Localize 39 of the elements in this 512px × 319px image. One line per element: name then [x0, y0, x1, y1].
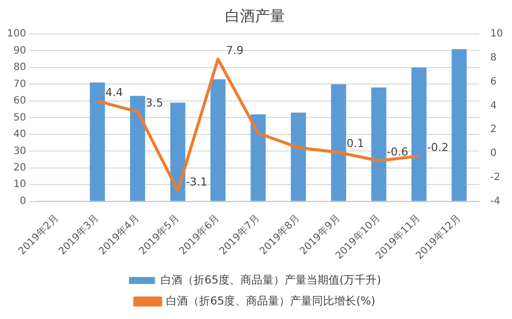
- data-label: 4.4: [105, 86, 123, 99]
- y-tick-label: 80: [13, 62, 26, 74]
- bar: [371, 88, 386, 201]
- y-tick-label: 60: [13, 96, 26, 107]
- data-label: 0.1: [346, 137, 364, 150]
- legend-label: 白酒（折65度、商品量）产量同比增长(%): [166, 294, 376, 308]
- data-label: -3.1: [186, 175, 208, 188]
- bar: [90, 82, 105, 201]
- y-tick-label: 0: [20, 196, 26, 207]
- bar: [250, 114, 266, 201]
- legend-label: 白酒（折65度、商品量）产量当期值(万千升): [160, 273, 382, 286]
- y2-tick-label: 4: [490, 100, 497, 112]
- y-tick-label: 20: [13, 162, 26, 174]
- bar: [411, 67, 427, 201]
- bar: [452, 49, 467, 201]
- bar: [290, 112, 306, 201]
- y-tick-label: 30: [13, 146, 26, 157]
- y2-tick-label: -2: [490, 172, 500, 184]
- data-label: -0.2: [426, 140, 448, 154]
- y-tick-label: 40: [13, 129, 26, 140]
- data-label: -0.6: [386, 146, 408, 159]
- y-tick-label: 90: [13, 45, 26, 56]
- y2-tick-label: 10: [490, 28, 504, 40]
- y-tick-label: 70: [13, 78, 26, 90]
- y2-tick-label: 8: [490, 52, 497, 64]
- y2-tick-label: -4: [490, 196, 500, 207]
- y2-tick-label: 0: [490, 148, 497, 160]
- data-label: 3.5: [146, 96, 164, 110]
- y-tick-label: 100: [6, 28, 26, 40]
- y-tick-label: 10: [13, 179, 26, 190]
- chart-title: 白酒产量: [225, 6, 285, 25]
- data-label: 7.9: [226, 44, 244, 57]
- y2-tick-label: 2: [490, 124, 497, 136]
- bar: [331, 84, 346, 201]
- bar: [130, 96, 146, 201]
- bar: [170, 102, 186, 201]
- y-tick-label: 50: [13, 112, 26, 124]
- bar: [210, 79, 226, 201]
- y2-tick-label: 6: [490, 76, 497, 88]
